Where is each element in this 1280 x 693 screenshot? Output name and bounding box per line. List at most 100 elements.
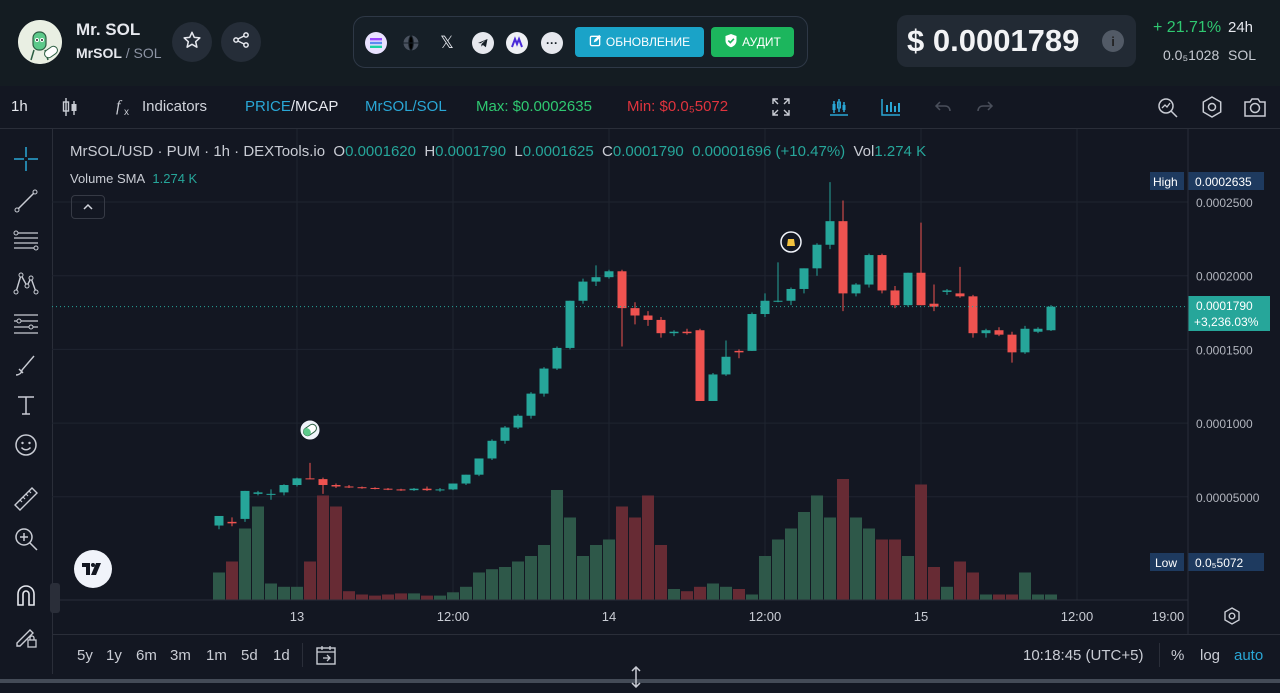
favorite-button[interactable] <box>172 22 212 62</box>
goto-date-icon[interactable] <box>314 643 340 667</box>
collapse-legend-button[interactable] <box>71 195 105 219</box>
magnet-icon[interactable] <box>12 582 40 610</box>
audit-button[interactable]: АУДИТ <box>711 27 794 57</box>
resize-handle-icon[interactable] <box>628 665 644 689</box>
token-symbol: MrSOL <box>76 45 122 61</box>
volume-bar <box>772 539 784 600</box>
ruler-icon[interactable] <box>12 485 40 513</box>
candle-body <box>1046 306 1056 331</box>
price-change: + 21.71% <box>1153 19 1222 36</box>
change-period: 24h <box>1228 19 1254 36</box>
magic-search-icon[interactable] <box>1155 94 1181 120</box>
axis-settings-icon[interactable] <box>1222 606 1242 626</box>
min-price: Min: $0.0₅5072 <box>627 98 729 115</box>
price-toggle[interactable]: PRICE <box>245 98 291 115</box>
low-label: Low 0.0₅5072 <box>1150 553 1264 571</box>
candle-body <box>760 300 770 315</box>
x-icon[interactable]: 𝕏 <box>440 33 454 52</box>
candle-body <box>955 293 965 297</box>
more-icon[interactable]: ··· <box>541 32 563 54</box>
fullscreen-icon[interactable] <box>768 94 794 120</box>
volume-bar <box>863 528 875 600</box>
candle-body <box>435 489 445 491</box>
x-tick-label: 19:00 <box>1152 609 1185 624</box>
undo-icon[interactable] <box>930 94 956 120</box>
update-button[interactable]: ОБНОВЛЕНИЕ <box>575 27 704 57</box>
edit-icon <box>589 34 602 50</box>
redo-icon[interactable] <box>972 94 998 120</box>
low-tag <box>1150 553 1184 571</box>
settings-icon[interactable] <box>1199 94 1225 120</box>
legend-vol-key: Vol <box>853 143 875 160</box>
emoji-icon[interactable] <box>12 431 40 459</box>
candle-body <box>747 314 757 351</box>
side-handle[interactable] <box>50 583 60 613</box>
clock-time[interactable]: 10:18:45 (UTC+5) <box>1023 647 1144 664</box>
price-mcap-toggle[interactable]: PRICE/MCAP <box>245 98 338 115</box>
candle-body <box>942 290 952 292</box>
solana-icon[interactable] <box>365 32 387 54</box>
candle-body <box>864 255 874 285</box>
range-1y[interactable]: 1y <box>106 647 122 664</box>
range-3m[interactable]: 3m <box>170 647 191 664</box>
volume-bar <box>538 545 550 600</box>
volume-bar <box>889 539 901 600</box>
lock-drawings-icon[interactable] <box>12 622 40 650</box>
camera-icon[interactable] <box>1242 94 1268 120</box>
interval-select[interactable]: 1h <box>11 98 28 115</box>
share-button[interactable] <box>221 22 261 62</box>
volume-bar <box>1019 572 1031 600</box>
mcap-toggle[interactable]: /MCAP <box>290 98 339 115</box>
candle-body <box>890 290 900 306</box>
y-tick-label: 0.00005000 <box>1196 491 1260 505</box>
volume-bar <box>980 594 992 600</box>
candle-body <box>1007 334 1017 353</box>
trend-line-icon[interactable] <box>12 187 40 215</box>
dextools-icon[interactable] <box>506 32 528 54</box>
range-6m[interactable]: 6m <box>136 647 157 664</box>
telegram-icon[interactable] <box>472 32 494 54</box>
x-tick-label: 13 <box>290 609 304 624</box>
scrollbar-track[interactable] <box>0 679 1280 683</box>
candle-body <box>903 272 913 306</box>
horizontal-scrollbar[interactable] <box>0 665 1280 692</box>
candles <box>214 182 1056 530</box>
fib-icon[interactable] <box>12 227 40 255</box>
candles-icon[interactable] <box>57 94 83 120</box>
x-tick-label: 15 <box>914 609 928 624</box>
crosshair-icon[interactable] <box>12 145 40 173</box>
pair-toggle[interactable]: MrSOL/SOL <box>365 98 447 115</box>
volume-bar <box>1032 594 1044 600</box>
auto-toggle[interactable]: auto <box>1234 647 1264 664</box>
native-unit: SOL <box>1228 47 1257 63</box>
tradingview-logo[interactable] <box>74 550 112 588</box>
globe-icon[interactable] <box>400 32 422 54</box>
indicators-button[interactable]: Indicators <box>142 98 208 115</box>
chart-style-icon[interactable] <box>826 94 852 120</box>
percent-toggle[interactable]: % <box>1171 647 1185 664</box>
range-5y[interactable]: 5y <box>77 647 93 664</box>
candle-body <box>981 330 991 334</box>
brush-icon[interactable] <box>12 351 40 379</box>
info-icon[interactable]: i <box>1102 30 1124 52</box>
usd-price: $ 0.0001789 <box>907 23 1080 58</box>
log-toggle[interactable]: log <box>1200 647 1221 664</box>
current-price-box <box>1188 296 1270 331</box>
candle-body <box>383 488 393 490</box>
legend-low: 0.0001625 <box>522 143 594 160</box>
zoom-in-icon[interactable] <box>12 525 40 553</box>
volume-bar <box>486 569 498 600</box>
volume-bars-icon[interactable] <box>878 94 904 120</box>
chart-grid <box>52 129 1188 600</box>
range-5d[interactable]: 5d <box>241 647 258 664</box>
text-icon[interactable] <box>12 391 40 419</box>
candle-body <box>617 271 627 309</box>
range-1m[interactable]: 1m <box>206 647 227 664</box>
volume-bar <box>473 572 485 600</box>
candle-body <box>825 221 835 245</box>
range-1d[interactable]: 1d <box>273 647 290 664</box>
pattern-icon[interactable] <box>12 269 40 297</box>
legend-close-key: C <box>602 143 613 160</box>
prediction-icon[interactable] <box>12 310 40 338</box>
